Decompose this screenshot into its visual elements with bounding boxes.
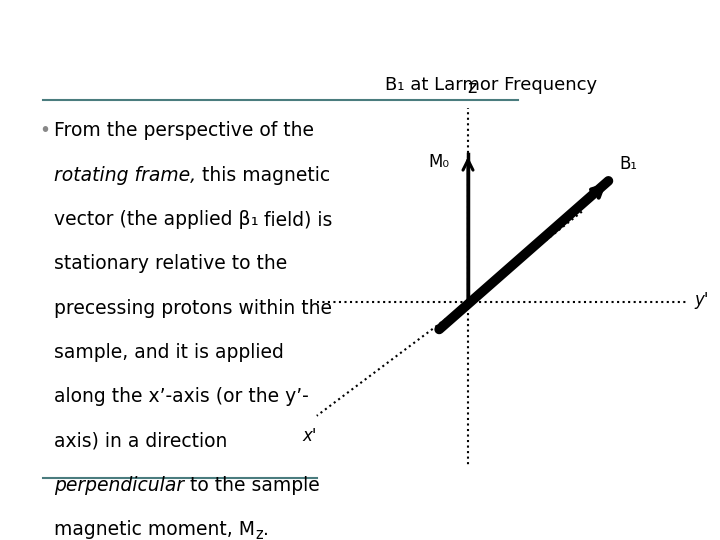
Text: this magnetic: this magnetic: [196, 166, 330, 185]
Text: precessing protons within the: precessing protons within the: [54, 299, 332, 318]
Text: x': x': [302, 427, 317, 444]
Text: stationary relative to the: stationary relative to the: [54, 254, 287, 273]
Text: perpendicular: perpendicular: [54, 476, 184, 495]
Text: y': y': [695, 291, 709, 309]
Text: z: z: [467, 79, 477, 97]
Text: .: .: [263, 520, 269, 539]
Text: •: •: [40, 122, 50, 140]
Text: M₀: M₀: [429, 153, 450, 171]
Text: sample, and it is applied: sample, and it is applied: [54, 343, 284, 362]
Text: along the x’-axis (or the y’-: along the x’-axis (or the y’-: [54, 387, 309, 406]
Text: axis) in a direction: axis) in a direction: [54, 431, 228, 450]
Text: From the perspective of the: From the perspective of the: [54, 122, 314, 140]
Text: magnetic moment, M: magnetic moment, M: [54, 520, 255, 539]
Text: B₁: B₁: [619, 155, 637, 173]
Text: ₁: ₁: [251, 210, 258, 229]
Text: B₁ at Larmor Frequency: B₁ at Larmor Frequency: [385, 76, 598, 93]
Text: rotating frame,: rotating frame,: [54, 166, 196, 185]
Text: to the sample: to the sample: [184, 476, 320, 495]
Text: field) is: field) is: [258, 210, 333, 229]
Text: vector (the applied β: vector (the applied β: [54, 210, 251, 229]
Text: z: z: [255, 527, 263, 540]
